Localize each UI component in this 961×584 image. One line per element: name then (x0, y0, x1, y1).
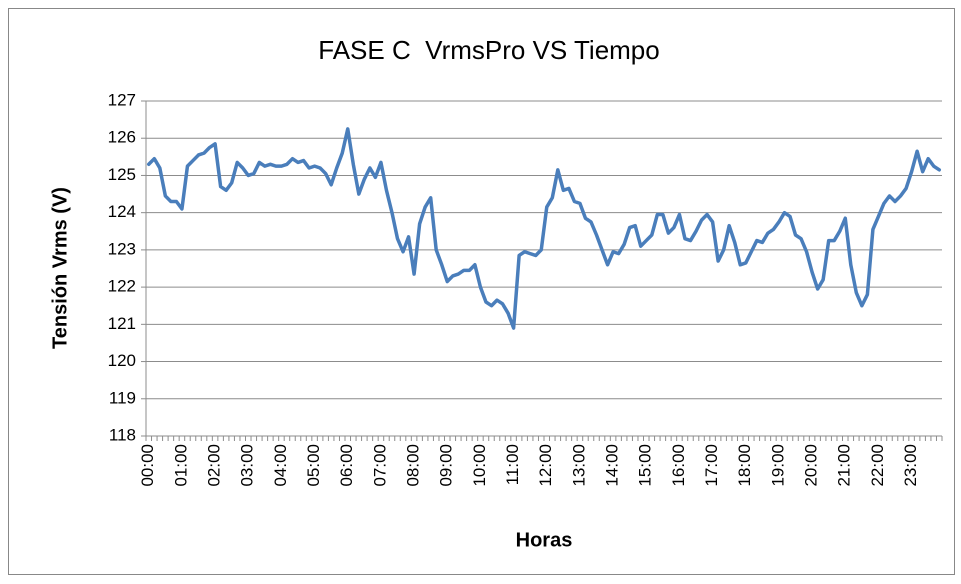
data-line (147, 127, 941, 330)
x-tick-label: 00:00 (138, 444, 157, 487)
chart-title: FASE C VrmsPro VS Tiempo (318, 35, 659, 65)
x-tick-label: 16:00 (669, 444, 688, 487)
x-tick-label: 21:00 (835, 444, 854, 487)
plot (147, 127, 941, 330)
y-tick-label: 118 (109, 425, 136, 444)
x-tick-label: 09:00 (437, 444, 456, 487)
grid: 118 119 120 121 122 123 124 125 126 127 00:00 01:00… (108, 90, 943, 487)
y-tick-label: 127 (108, 90, 136, 109)
x-tick-label: 11:00 (503, 444, 522, 485)
x-tick-label: 04:00 (271, 444, 290, 487)
y-tick-label: 126 (108, 128, 136, 147)
x-tick-label: 06:00 (337, 444, 356, 487)
x-tick-label: 03:00 (238, 444, 257, 487)
y-tick-label: 119 (109, 388, 136, 407)
x-tick-label: 19:00 (768, 444, 787, 487)
x-tick-label: 17:00 (702, 444, 721, 487)
x-tick-label: 13:00 (569, 444, 588, 487)
x-tick-label: 01:00 (171, 444, 190, 487)
y-tick-label: 122 (108, 277, 136, 296)
x-tick-label: 22:00 (868, 444, 887, 487)
y-axis-label: Tensión Vrms (V) (49, 187, 71, 349)
y-tick-label: 123 (108, 239, 136, 258)
y-tick-label: 125 (108, 165, 136, 184)
x-tick-label: 14:00 (603, 444, 622, 487)
y-tick-label: 121 (108, 314, 136, 333)
x-tick-label: 10:00 (470, 444, 489, 487)
x-tick-label: 12:00 (536, 444, 555, 487)
x-tick-label: 18:00 (735, 444, 754, 487)
y-tick-label: 124 (108, 202, 136, 221)
x-tick-label: 05:00 (304, 444, 323, 487)
x-tick-label: 08:00 (404, 444, 423, 487)
x-tick-label: 15:00 (636, 444, 655, 487)
x-axis-label: Horas (516, 529, 573, 551)
x-tick-label: 07:00 (370, 444, 389, 487)
x-tick-label: 23:00 (901, 444, 920, 487)
x-tick-label: 02:00 (205, 444, 224, 487)
y-tick-label: 120 (108, 351, 136, 370)
x-tick-label: 20:00 (802, 444, 821, 487)
